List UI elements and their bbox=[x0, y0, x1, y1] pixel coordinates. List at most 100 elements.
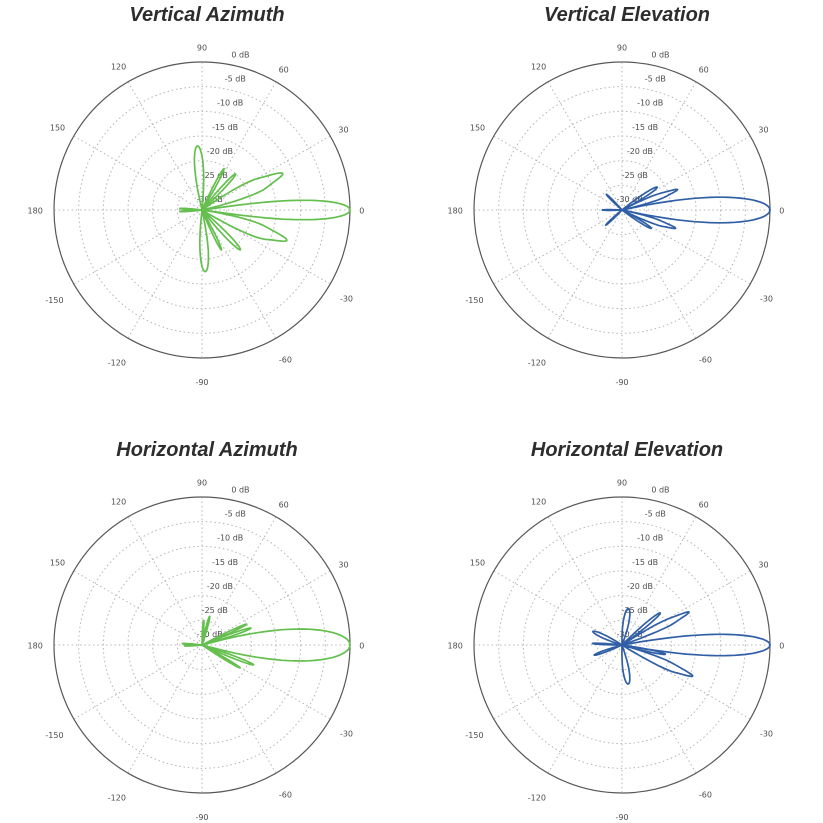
angle-tick-label--30: -30 bbox=[340, 294, 353, 303]
angle-tick-label--90: -90 bbox=[195, 813, 208, 822]
db-tick-label--25dB: -25 dB bbox=[622, 171, 648, 180]
angle-tick-label-0: 0 bbox=[779, 642, 784, 651]
db-tick-label--20dB: -20 dB bbox=[207, 147, 233, 156]
angle-tick-label-180: 180 bbox=[448, 642, 463, 651]
radiation-lobe-vertical-azimuth-94deg bbox=[193, 145, 205, 211]
angle-tick-label-60: 60 bbox=[699, 501, 709, 510]
angle-tick-label--90: -90 bbox=[615, 813, 628, 822]
chart-title-horizontal-azimuth: Horizontal Azimuth bbox=[116, 439, 298, 461]
db-tick-label--5dB: -5 dB bbox=[645, 510, 666, 519]
db-tick-label--15dB: -15 dB bbox=[632, 123, 658, 132]
radiation-lobe-horizontal-elevation-40deg bbox=[621, 612, 662, 646]
angle-tick-label-150: 150 bbox=[50, 559, 65, 568]
radiation-lobe-horizontal-elevation--24deg bbox=[621, 644, 694, 678]
chart-title-horizontal-elevation: Horizontal Elevation bbox=[530, 439, 724, 461]
grid-spoke-120deg bbox=[127, 81, 203, 211]
grid-ring--25dB bbox=[596, 619, 648, 671]
grid-spoke--30deg bbox=[621, 644, 751, 720]
radiation-lobe-vertical-elevation-0deg bbox=[621, 196, 771, 224]
radiation-lobe-vertical-elevation-180deg bbox=[601, 208, 623, 212]
polar-chart-vertical-azimuth: 0 30 60 90 120 150 180 -150 -120 -90 -60 -30 0 dB -5 … bbox=[28, 44, 365, 387]
angle-tick-label-90: 90 bbox=[617, 479, 627, 488]
angle-tick-label--60: -60 bbox=[279, 790, 292, 799]
grid-ring--25dB bbox=[176, 184, 228, 236]
radiation-lobe-vertical-elevation-20deg bbox=[621, 188, 679, 211]
angle-tick-label--150: -150 bbox=[465, 731, 483, 740]
radiation-lobe-horizontal-elevation-0deg bbox=[621, 633, 771, 657]
polar-chart-vertical-elevation: 0 30 60 90 120 150 180 -150 -120 -90 -60 -30 0 dB -5 … bbox=[448, 44, 785, 387]
db-tick-label-0dB: 0 dB bbox=[651, 485, 669, 494]
radiation-lobe-vertical-azimuth-62deg bbox=[201, 167, 225, 211]
angle-tick-label--30: -30 bbox=[760, 729, 773, 738]
chart-title-vertical-elevation: Vertical Elevation bbox=[544, 4, 710, 26]
angle-tick-label--30: -30 bbox=[340, 729, 353, 738]
radiation-lobe-horizontal-elevation--160deg bbox=[593, 644, 623, 657]
grid-ring--25dB bbox=[176, 619, 228, 671]
grid-spoke--150deg bbox=[73, 209, 203, 285]
db-tick-label--10dB: -10 dB bbox=[217, 534, 243, 543]
radiation-lobe-horizontal-azimuth--31deg bbox=[201, 644, 241, 669]
grid-spoke--60deg bbox=[201, 209, 277, 339]
angle-tick-label--60: -60 bbox=[279, 355, 292, 364]
db-tick-label--10dB: -10 dB bbox=[637, 534, 663, 543]
grid-spoke-150deg bbox=[73, 135, 203, 211]
angle-tick-label-90: 90 bbox=[197, 479, 207, 488]
angle-tick-label-180: 180 bbox=[28, 642, 43, 651]
radiation-lobe-vertical-elevation--32deg bbox=[621, 209, 653, 230]
db-tick-label--30dB: -30 dB bbox=[197, 630, 223, 639]
polar-chart-horizontal-elevation: 0 30 60 90 120 150 180 -150 -120 -90 -60 -30 0 dB -5 … bbox=[448, 479, 785, 822]
grid-spoke-120deg bbox=[127, 516, 203, 646]
angle-tick-label--60: -60 bbox=[699, 790, 712, 799]
grid-ring--5dB bbox=[498, 521, 746, 769]
db-tick-label--15dB: -15 dB bbox=[212, 123, 238, 132]
grid-ring--10dB bbox=[522, 110, 722, 310]
angle-tick-label-60: 60 bbox=[279, 66, 289, 75]
grid-ring--5dB bbox=[78, 86, 326, 334]
angle-tick-label-30: 30 bbox=[338, 560, 348, 569]
db-tick-label--10dB: -10 dB bbox=[637, 99, 663, 108]
angle-tick-label-180: 180 bbox=[448, 207, 463, 216]
angle-tick-label--120: -120 bbox=[528, 794, 546, 803]
db-tick-label--5dB: -5 dB bbox=[225, 75, 246, 84]
angle-tick-label-0: 0 bbox=[779, 207, 784, 216]
db-tick-label--25dB: -25 dB bbox=[202, 606, 228, 615]
grid-spoke-30deg bbox=[621, 135, 751, 211]
angle-tick-label--120: -120 bbox=[108, 359, 126, 368]
grid-spoke--30deg bbox=[201, 644, 331, 720]
db-tick-label--20dB: -20 dB bbox=[207, 582, 233, 591]
angle-tick-label--90: -90 bbox=[195, 378, 208, 387]
radiation-lobe-vertical-azimuth-24deg bbox=[201, 172, 284, 211]
angle-tick-label--120: -120 bbox=[528, 359, 546, 368]
db-tick-label-0dB: 0 dB bbox=[231, 50, 249, 59]
radiation-lobe-vertical-elevation-135deg bbox=[605, 193, 623, 211]
grid-ring--5dB bbox=[498, 86, 746, 334]
angle-tick-label--150: -150 bbox=[45, 731, 63, 740]
grid-spoke-150deg bbox=[73, 570, 203, 646]
grid-spoke-60deg bbox=[621, 81, 697, 211]
grid-ring--10dB bbox=[102, 545, 302, 745]
radiation-lobe-vertical-azimuth-0deg bbox=[201, 199, 351, 221]
angle-tick-label-0: 0 bbox=[359, 207, 364, 216]
angle-tick-label-150: 150 bbox=[470, 124, 485, 133]
radiation-lobe-horizontal-azimuth-25deg bbox=[201, 623, 248, 646]
radiation-lobe-vertical-azimuth--20deg bbox=[201, 209, 288, 243]
radiation-lobe-horizontal-elevation--81deg bbox=[621, 644, 631, 685]
radiation-lobe-horizontal-elevation--12deg bbox=[621, 644, 667, 656]
grid-spoke--60deg bbox=[201, 644, 277, 774]
angle-tick-label-150: 150 bbox=[50, 124, 65, 133]
grid-spoke--120deg bbox=[127, 644, 203, 774]
grid-spoke--60deg bbox=[621, 644, 697, 774]
grid-spoke-30deg bbox=[201, 135, 331, 211]
grid-spoke--120deg bbox=[127, 209, 203, 339]
db-tick-label--25dB: -25 dB bbox=[622, 606, 648, 615]
radiation-lobe-horizontal-elevation-26deg bbox=[621, 611, 690, 646]
angle-tick-label--30: -30 bbox=[760, 294, 773, 303]
radiation-lobe-vertical-azimuth--87deg bbox=[198, 209, 210, 273]
angle-tick-label--60: -60 bbox=[699, 355, 712, 364]
grid-spoke-120deg bbox=[547, 516, 623, 646]
grid-spoke--150deg bbox=[73, 644, 203, 720]
angle-tick-label-90: 90 bbox=[197, 44, 207, 53]
radiation-lobe-horizontal-azimuth-19deg bbox=[201, 627, 252, 646]
angle-tick-label--150: -150 bbox=[465, 296, 483, 305]
